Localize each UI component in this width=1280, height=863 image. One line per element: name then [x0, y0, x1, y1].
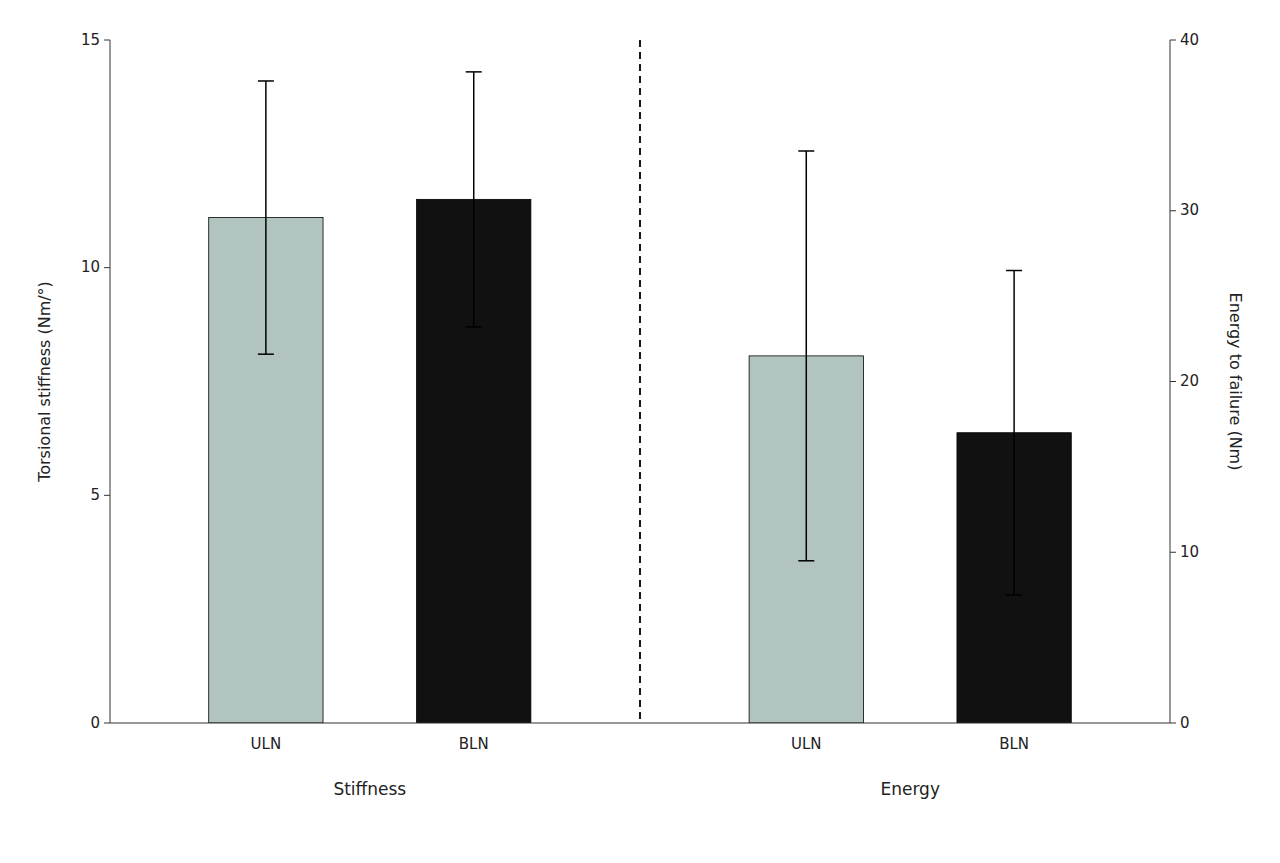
chart: 0 5 10 15 0 10 20 30 40 ULN BLN ULN BLN Stiffness Ener… [0, 0, 1280, 863]
y2-tick-label: 10 [1180, 543, 1199, 561]
y2-axis-label: Energy to failure (Nm) [1226, 293, 1245, 471]
y2-tick [1170, 552, 1176, 553]
error-line [1013, 271, 1015, 595]
error-bar [466, 72, 482, 327]
error-cap [466, 71, 482, 73]
y2-tick-label: 0 [1180, 714, 1190, 732]
error-cap [258, 353, 274, 355]
y-tick [104, 723, 110, 724]
x-tick-label: BLN [459, 735, 489, 753]
y-tick [104, 267, 110, 268]
y2-tick-label: 40 [1180, 31, 1199, 49]
y-tick [104, 40, 110, 41]
error-bar [258, 81, 274, 354]
error-line [473, 72, 475, 327]
error-cap [798, 560, 814, 562]
y2-tick [1170, 381, 1176, 382]
bars [209, 72, 1072, 723]
x-tick-label: BLN [999, 735, 1029, 753]
group-label: Stiffness [333, 779, 406, 799]
y2-tick [1170, 723, 1176, 724]
y-tick-label: 10 [81, 258, 100, 276]
error-bar [1006, 271, 1022, 595]
y-axis-label: Torsional stiffness (Nm/°) [35, 281, 54, 483]
error-line [806, 151, 808, 561]
error-bar [798, 151, 814, 561]
y2-tick-label: 30 [1180, 201, 1199, 219]
error-cap [466, 326, 482, 328]
y2-tick [1170, 40, 1176, 41]
error-cap [258, 80, 274, 82]
y-tick-label: 0 [90, 714, 100, 732]
y-axis-line [110, 40, 111, 723]
group-separator [639, 40, 641, 723]
y-tick-label: 5 [90, 486, 100, 504]
error-cap [1006, 594, 1022, 596]
error-cap [1006, 270, 1022, 272]
error-cap [798, 150, 814, 152]
y-tick-label: 15 [81, 31, 100, 49]
x-tick-label: ULN [791, 735, 822, 753]
y-tick [104, 495, 110, 496]
group-label: Energy [880, 779, 940, 799]
y2-tick [1170, 210, 1176, 211]
error-line [265, 81, 267, 354]
y2-tick-label: 20 [1180, 372, 1199, 390]
x-tick-label: ULN [251, 735, 282, 753]
